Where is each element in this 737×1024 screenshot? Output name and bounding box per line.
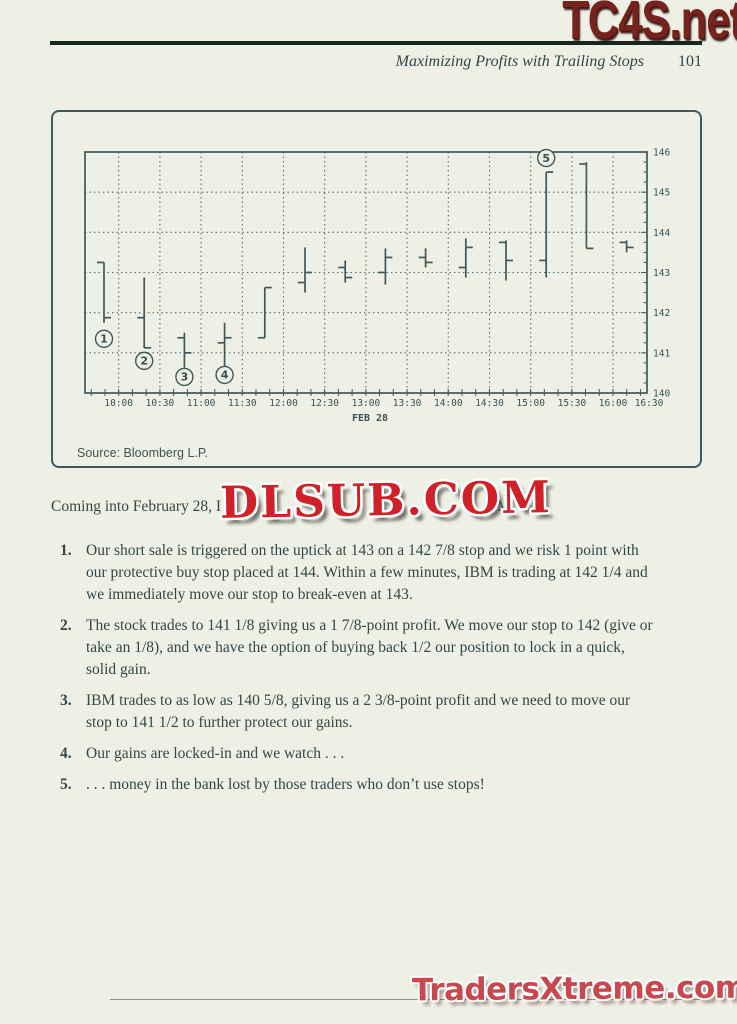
chart-figure: 10:00 10:30 11:00 11:30 12:00 12:30 13:00 13:30…: [51, 110, 702, 468]
intro-text-left: Coming into February 28, I: [51, 498, 222, 515]
watermark-tc4s: TC4S.net: [562, 0, 737, 50]
list-item: 5. . . . money in the bank lost by those…: [51, 774, 691, 796]
running-title: Maximizing Profits with Trailing Stops: [395, 53, 644, 70]
svg-text:5: 5: [542, 152, 550, 165]
list-item-text: The stock trades to 141 1/8 giving us a …: [86, 617, 653, 678]
svg-text:4: 4: [221, 369, 229, 382]
svg-text:144: 144: [653, 228, 670, 239]
intro-text-right: M.: [497, 498, 515, 515]
list-item: 2. The stock trades to 141 1/8 giving us…: [51, 615, 691, 681]
svg-text:16:30: 16:30: [635, 398, 664, 409]
svg-text:145: 145: [653, 188, 670, 199]
svg-text:15:00: 15:00: [516, 398, 545, 409]
page-number: 101: [678, 53, 702, 70]
svg-text:13:00: 13:00: [352, 398, 381, 409]
list-item-number: 2.: [60, 617, 72, 634]
list-item-number: 5.: [60, 776, 72, 793]
svg-text:3: 3: [181, 371, 189, 384]
svg-text:11:30: 11:30: [228, 398, 257, 409]
svg-text:140: 140: [653, 389, 670, 400]
svg-text:13:30: 13:30: [393, 398, 422, 409]
svg-text:143: 143: [653, 268, 670, 279]
svg-text:10:00: 10:00: [104, 398, 133, 409]
list-item-text: Our gains are locked-in and we watch . .…: [86, 745, 345, 762]
svg-text:12:00: 12:00: [269, 398, 298, 409]
intro-paragraph: Coming into February 28, I M.: [51, 496, 702, 518]
list-item-number: 1.: [60, 542, 72, 559]
svg-text:15:30: 15:30: [558, 398, 587, 409]
svg-text:14:30: 14:30: [475, 398, 504, 409]
trade-steps-list: 1. Our short sale is triggered on the up…: [51, 540, 691, 805]
footer-rule: [110, 999, 701, 1000]
svg-text:2: 2: [140, 355, 148, 368]
svg-text:142: 142: [653, 308, 670, 319]
svg-text:16:00: 16:00: [599, 398, 628, 409]
list-item-text: . . . money in the bank lost by those tr…: [86, 776, 485, 793]
running-head: Maximizing Profits with Trailing Stops 10…: [51, 53, 702, 71]
svg-text:14:00: 14:00: [434, 398, 463, 409]
svg-text:141: 141: [653, 348, 670, 359]
svg-text:12:30: 12:30: [310, 398, 339, 409]
svg-text:146: 146: [653, 148, 670, 159]
chart-source: Source: Bloomberg L.P.: [77, 446, 209, 460]
list-item-text: Our short sale is triggered on the uptic…: [86, 542, 648, 603]
header-rule: [50, 41, 702, 45]
list-item: 1. Our short sale is triggered on the up…: [51, 540, 691, 606]
list-item: 4. Our gains are locked-in and we watch …: [51, 743, 691, 765]
list-item: 3. IBM trades to as low as 140 5/8, givi…: [51, 690, 691, 734]
list-item-number: 3.: [60, 692, 72, 709]
list-item-text: IBM trades to as low as 140 5/8, giving …: [86, 692, 631, 731]
svg-text:10:30: 10:30: [146, 398, 175, 409]
price-chart: 10:00 10:30 11:00 11:30 12:00 12:30 13:00 13:30…: [84, 148, 670, 424]
svg-text:1: 1: [100, 333, 108, 346]
list-item-number: 4.: [60, 745, 72, 762]
watermark-dlsub: DLSUB.COM: [219, 472, 553, 529]
watermark-tradersxtreme: TradersXtreme.com: [411, 969, 737, 1009]
svg-text:FEB 28: FEB 28: [352, 413, 388, 424]
svg-text:11:00: 11:00: [187, 398, 216, 409]
